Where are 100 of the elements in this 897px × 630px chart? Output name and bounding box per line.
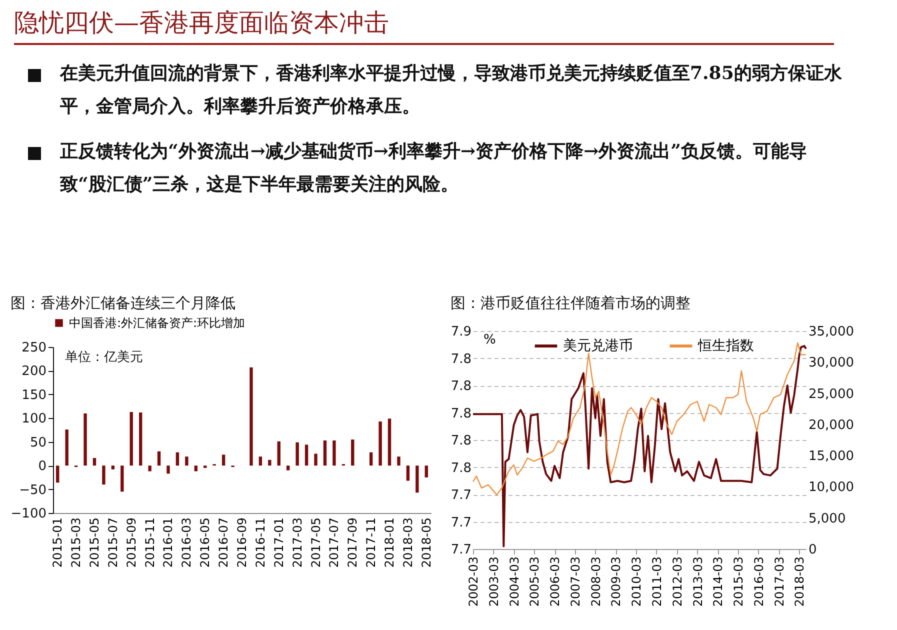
y-tick-label: 7.8 xyxy=(450,379,472,394)
y-tick-label: −100 xyxy=(10,506,46,522)
bar xyxy=(424,466,428,478)
bar xyxy=(185,456,188,466)
bar xyxy=(120,466,124,492)
x-tick-label: 2008-03 xyxy=(588,556,603,607)
x-tick-label: 2015-05 xyxy=(87,518,102,568)
x-tick-label: 2006-03 xyxy=(548,556,562,607)
x-tick-label: 2012-03 xyxy=(670,556,684,607)
x-tick-label: 2015-01 xyxy=(50,518,65,568)
x-tick-label: 2018-03 xyxy=(400,518,415,568)
bar xyxy=(138,412,142,466)
bar xyxy=(397,456,400,466)
x-tick-label: 2015-07 xyxy=(106,518,120,568)
bar xyxy=(65,430,68,466)
bar xyxy=(314,454,318,466)
text: 在美元升值回流的背景下，香港利率水平提升过慢，导致港币兑美元持续贬值至7.85的弱方保证水平，金管局介入。利率攀升后资产价格承压。 xyxy=(60,62,843,119)
y-tick-label: 7.7 xyxy=(450,488,472,503)
bar xyxy=(296,442,299,466)
y2-tick-label: 10,000 xyxy=(808,480,854,496)
x-tick-label: 2017-01 xyxy=(272,518,286,568)
x-tick-label: 2015-11 xyxy=(142,518,157,568)
text: 隐忧四伏—香港再度面临资本冲击 xyxy=(14,6,834,45)
bar xyxy=(369,452,373,466)
x-tick-label: 2018-03 xyxy=(792,556,807,607)
bar xyxy=(351,439,354,466)
bar xyxy=(250,367,253,466)
bar xyxy=(130,412,133,466)
bar xyxy=(277,441,280,466)
bar xyxy=(406,466,410,481)
x-tick-label: 2016-11 xyxy=(253,518,268,568)
y-tick-label: 0 xyxy=(38,459,46,474)
x-tick-label: 2015-03 xyxy=(732,556,746,607)
x-tick-label: 2017-05 xyxy=(308,518,323,568)
x-tick-label: 2015-09 xyxy=(124,518,138,568)
x-tick-label: 2017-11 xyxy=(364,518,378,568)
x-tick-label: 2010-03 xyxy=(630,556,644,607)
y-tick-label: −50 xyxy=(19,482,46,498)
bar xyxy=(92,458,96,466)
x-tick-label: 2017-03 xyxy=(290,518,304,568)
x-tick-label: 2018-01 xyxy=(382,518,397,568)
bar xyxy=(102,466,106,485)
bar xyxy=(323,440,327,466)
x-tick-label: 2009-03 xyxy=(609,556,624,607)
bar xyxy=(304,444,308,466)
x-tick-label: 2016-07 xyxy=(216,518,231,568)
bar xyxy=(388,418,392,466)
x-tick-label: 2018-05 xyxy=(419,518,434,568)
legend-label: 恒生指数 xyxy=(697,338,754,354)
y-tick-label: 7.8 xyxy=(450,434,472,448)
legend-label: 美元兑港币 xyxy=(563,338,633,354)
x-tick-label: 2017-03 xyxy=(772,556,786,607)
bar xyxy=(416,466,419,493)
y2-tick-label: 20,000 xyxy=(808,418,854,433)
bar xyxy=(84,413,87,466)
bar xyxy=(148,466,152,472)
x-tick-label: 2016-05 xyxy=(198,518,212,568)
x-tick-label: 2005-03 xyxy=(528,556,542,607)
x-tick-label: 2013-03 xyxy=(690,556,705,607)
bar xyxy=(56,466,60,483)
y2-tick-label: 0 xyxy=(808,542,817,558)
x-tick-label: 2016-09 xyxy=(235,518,249,568)
chart-title: 图：港币贬值往往伴随着市场的调整 xyxy=(450,294,690,312)
y-tick-label: 7.7 xyxy=(450,542,472,558)
x-tick-label: 2017-09 xyxy=(346,518,360,568)
x-tick-label: 2011-03 xyxy=(650,556,664,607)
annotation: 单位：亿美元 xyxy=(65,349,143,365)
y-tick-label: 7.8 xyxy=(450,406,472,422)
y-tick-label: 7.8 xyxy=(450,460,472,476)
y-tick-label: 50 xyxy=(30,435,46,450)
x-tick-label: 2004-03 xyxy=(507,556,522,607)
y-tick-label: 100 xyxy=(22,412,46,427)
bar xyxy=(111,466,115,470)
text: 正反馈转化为“外资流出→减少基础货币→利率攀升→资产价格下降→外资流出”负反馈。可能导致“股汇债”三杀，这是下半年最需要关注的风险。 xyxy=(60,140,808,197)
y-tick-label: 7.9 xyxy=(450,324,472,340)
x-tick-label: 2017-07 xyxy=(327,518,342,568)
bar xyxy=(286,466,290,470)
x-tick-label: 2016-03 xyxy=(752,556,766,607)
y2-tick-label: 30,000 xyxy=(808,356,854,371)
chart-title: 图：香港外汇储备连续三个月降低 xyxy=(10,294,236,312)
y2-tick-label: 5,000 xyxy=(808,511,846,526)
x-tick-label: 2007-03 xyxy=(568,556,582,607)
y-axis-title: % xyxy=(484,332,496,348)
x-tick-label: 2014-03 xyxy=(711,556,726,607)
bar xyxy=(258,456,262,466)
y-tick-label: 200 xyxy=(22,364,46,380)
x-tick-label: 2015-03 xyxy=(69,518,84,568)
x-tick-label: 2003-03 xyxy=(486,556,501,607)
bar xyxy=(268,460,272,466)
bar xyxy=(332,440,336,466)
legend-label: 中国香港:外汇储备资产:环比增加 xyxy=(69,316,246,330)
y2-tick-label: 35,000 xyxy=(808,324,854,340)
y-tick-label: 7.8 xyxy=(450,352,472,367)
bar xyxy=(157,451,161,466)
bar xyxy=(194,466,198,472)
x-tick-label: 2016-03 xyxy=(180,518,194,568)
bar xyxy=(166,466,170,474)
x-tick-label: 2016-01 xyxy=(161,518,176,568)
y-tick-label: 150 xyxy=(22,388,46,403)
bar xyxy=(222,454,226,466)
